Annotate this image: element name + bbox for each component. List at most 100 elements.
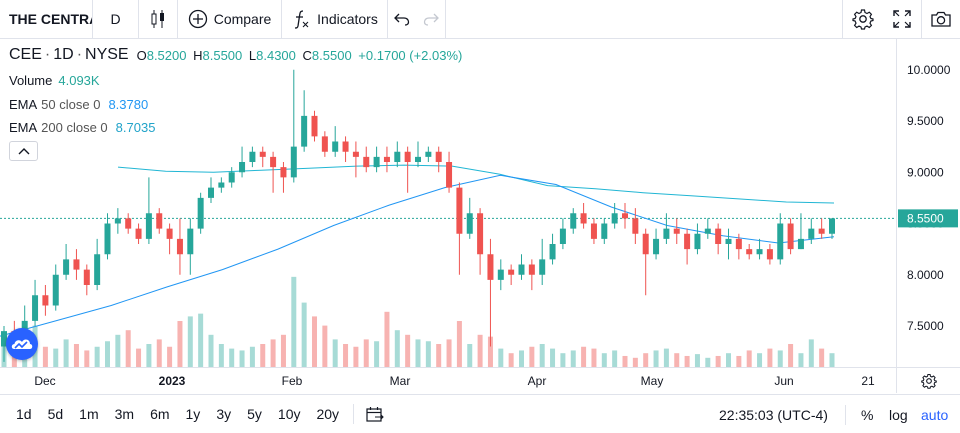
indicators-button[interactable]: Indicators (282, 0, 388, 38)
auto-toggle[interactable]: auto (921, 406, 949, 423)
ema200-legend[interactable]: EMA 200 close 0 8.7035 (9, 116, 462, 140)
range-3y-button[interactable]: 3y (216, 406, 232, 422)
range-1y-button[interactable]: 1y (185, 406, 201, 422)
candle-body (197, 197, 204, 229)
range-20y-button[interactable]: 20y (316, 406, 340, 422)
volume-legend[interactable]: Volume 4.093K (9, 69, 462, 93)
tradingview-logo[interactable] (6, 328, 38, 360)
candle-body (497, 269, 504, 280)
volume-bar (218, 344, 224, 367)
fullscreen-button[interactable] (883, 0, 921, 38)
calendar-range-icon (366, 407, 384, 422)
candles-icon (151, 10, 164, 28)
volume-value: 4.093K (58, 73, 100, 89)
undo-icon (394, 13, 410, 26)
range-1d-button[interactable]: 1d (16, 406, 32, 422)
volume-bar (508, 353, 514, 367)
volume-bar (663, 348, 669, 367)
candle-body (114, 218, 121, 224)
candle-body (735, 238, 742, 250)
candle-body (94, 254, 101, 285)
range-6m-button[interactable]: 6m (150, 406, 170, 422)
candle-body (715, 228, 722, 244)
range-5d-button[interactable]: 5d (47, 406, 64, 422)
volume-bar (374, 341, 380, 367)
candle-body (259, 151, 266, 157)
price-chart-pane[interactable] (0, 39, 896, 367)
candle-body (301, 115, 308, 147)
symbol-search-button[interactable]: THE CENTRA (0, 0, 93, 38)
volume-bar (757, 353, 763, 367)
gear-icon (920, 373, 937, 389)
candle-body (559, 228, 566, 244)
volume-bar (394, 330, 400, 367)
time-axis[interactable]: Dec 2023 Feb Mar Apr May Jun 21 (0, 367, 896, 393)
volume-bar (260, 344, 266, 367)
volume-bar (270, 339, 276, 367)
range-10y-button[interactable]: 10y (277, 406, 301, 422)
candle-body (642, 233, 649, 255)
candle-body (477, 213, 484, 255)
candle-body (487, 254, 494, 280)
volume-bar (177, 321, 183, 367)
price-scale-ticks: 10.00009.50009.00008.50008.00007.50008.5… (898, 63, 958, 333)
candle-body (42, 295, 49, 306)
candle-body (466, 213, 473, 234)
settings-button[interactable] (842, 0, 883, 38)
candle-body (270, 156, 277, 168)
candle-body (1, 331, 7, 347)
go-to-date-button[interactable] (358, 395, 392, 433)
ema50-legend[interactable]: EMA 50 close 0 8.3780 (9, 93, 462, 117)
candle-body (425, 151, 432, 157)
volume-bar (581, 346, 587, 367)
range-1m-button[interactable]: 1m (79, 406, 99, 422)
volume-bar (208, 334, 214, 367)
time-tick-label: Feb (282, 374, 303, 388)
redo-button[interactable] (416, 0, 446, 38)
volume-bar (467, 344, 473, 367)
price-tick-label: 7.5000 (907, 319, 944, 333)
volume-bar (643, 353, 649, 367)
undo-button[interactable] (388, 0, 416, 38)
volume-bar (63, 339, 69, 367)
volume-bar (73, 344, 79, 367)
log-toggle[interactable]: log (889, 406, 908, 423)
candle-body (766, 249, 773, 260)
volume-bar (332, 339, 338, 367)
range-5y-button[interactable]: 5y (247, 406, 262, 422)
price-tick-label: 8.0000 (907, 268, 944, 282)
collapse-legend-button[interactable] (9, 141, 38, 161)
volume-bar (229, 348, 235, 367)
axis-settings-button[interactable] (896, 367, 960, 393)
price-scale[interactable]: 10.00009.50009.00008.50008.00007.50008.5… (896, 39, 960, 367)
candle-body (653, 238, 660, 255)
candle-body (249, 151, 256, 162)
candle-body (156, 213, 163, 229)
candle-body (829, 218, 835, 234)
volume-bar (239, 350, 245, 367)
compare-button[interactable]: Compare (178, 0, 282, 38)
interval-button[interactable]: D (93, 0, 139, 38)
volume-bar (726, 353, 731, 367)
volume-bar (249, 346, 255, 367)
candle-body (145, 213, 152, 239)
candle-body (787, 223, 794, 250)
candle-body (611, 213, 618, 224)
candle-body (518, 264, 525, 275)
ticker[interactable]: CEE (9, 46, 42, 63)
candle-body (373, 156, 380, 168)
volume-bar (570, 350, 576, 367)
range-3m-button[interactable]: 3m (114, 406, 135, 422)
candle-body (187, 228, 194, 255)
time-tick-label: 21 (861, 374, 875, 388)
candle-body (797, 238, 804, 250)
candles (1, 69, 835, 362)
high-label: H (193, 47, 203, 63)
volume-bar (498, 348, 504, 367)
clock[interactable]: 22:35:03 (UTC-4) (719, 406, 828, 423)
chart-type-button[interactable] (139, 0, 178, 38)
volume-bar (415, 339, 421, 367)
volume-label: Volume (9, 73, 53, 89)
percent-toggle[interactable]: % (861, 406, 874, 423)
screenshot-button[interactable] (921, 0, 960, 38)
